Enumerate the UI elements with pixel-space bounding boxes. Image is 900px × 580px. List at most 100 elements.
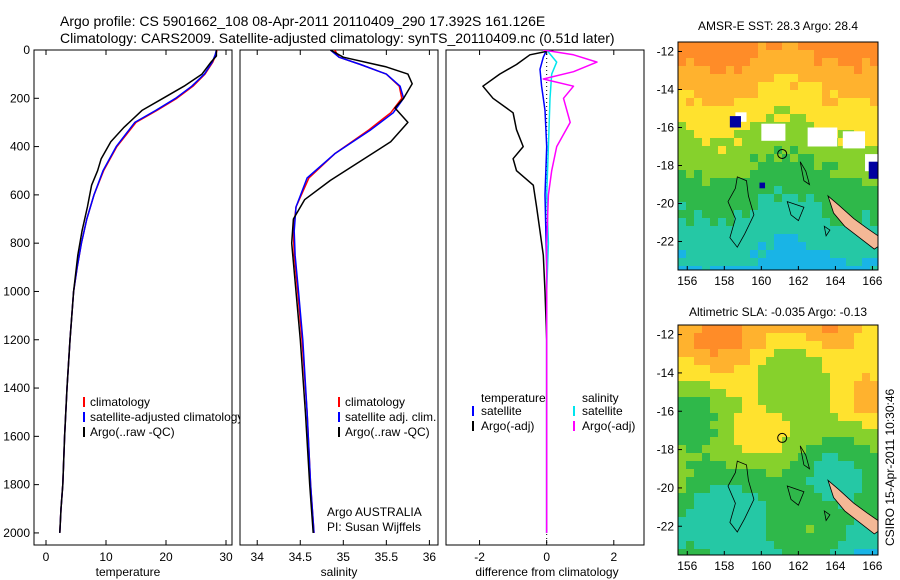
map-cell [814,194,823,203]
map-cell [686,333,695,342]
map-cell [846,42,855,51]
map-cell [846,549,855,555]
map-cell [870,146,878,155]
map-cell [678,122,687,131]
map-cell [678,42,687,51]
map-cell [726,74,735,83]
map-cell [846,333,855,342]
map-cell [846,170,855,179]
map-cell [734,234,743,243]
map-cell [790,114,799,123]
map-cell [718,389,727,398]
map-cell [766,333,775,342]
missing-data-patch [807,127,838,147]
map-cell [782,202,791,211]
map-cell [694,381,703,390]
map-cell [798,541,807,550]
map-cell [822,114,831,123]
map-cell [806,349,815,358]
map-cell [710,234,719,243]
map-cell [798,413,807,422]
map-cell [750,405,759,414]
map-cell [734,437,743,446]
map-cell [870,357,878,366]
map-cell [854,533,863,542]
map-cell [806,258,815,267]
map-cell [702,381,711,390]
y-tick-label: 1800 [3,478,30,492]
map-cell [694,146,703,155]
map-cell [734,421,743,430]
map-cell [750,381,759,390]
map-cell [758,114,767,123]
map-cell [710,365,719,374]
map-cell [766,74,775,83]
map-cell [742,501,751,510]
y-tick-label: 1200 [3,333,30,347]
map-cell [686,98,695,107]
map-cell [862,210,871,219]
map-cell [758,477,767,486]
reef-outline [823,225,831,237]
map-cell [702,250,711,259]
map-cell [734,138,743,147]
map-cell [750,509,759,518]
x-tick-label: 35 [337,550,351,564]
map-cell [782,146,791,155]
map-cell [870,50,878,59]
map-cell [782,130,791,139]
map-cell [806,485,815,494]
map-cell [790,517,799,526]
map-cell [806,381,815,390]
map-cell [790,341,799,350]
map-cell [702,501,711,510]
map-cell [686,357,695,366]
map-cell [830,525,839,534]
map-cell [822,493,831,502]
map-cell [766,138,775,147]
map-cell [790,373,799,382]
map-cell [806,90,815,99]
map-cell [798,82,807,91]
map-cell [838,445,847,454]
map-cell [798,381,807,390]
map-cell [734,178,743,187]
map-cell [814,493,823,502]
map-cell [686,266,695,270]
sst-map-ticks: 156 158 160 162 164 166-12-14-16-18-20-22 [657,45,883,289]
map-cell [686,493,695,502]
map-cell [862,186,871,195]
map-cell [814,178,823,187]
map-cell [766,405,775,414]
map-cell [822,485,831,494]
map-cell [814,266,823,270]
map-cell [750,365,759,374]
map-cell [742,58,751,67]
map-cell [854,146,863,155]
map-cell [798,397,807,406]
map-cell [718,501,727,510]
map-cell [750,429,759,438]
map-cell [838,90,847,99]
map-cell [774,250,783,259]
map-cell [750,333,759,342]
map-cell [750,421,759,430]
map-cell [846,357,855,366]
map-cell [726,130,735,139]
map-cell [686,258,695,267]
map-cell [870,445,878,454]
map-cell [694,66,703,75]
legend-title-salinity: salinity [582,391,619,405]
map-cell [734,461,743,470]
map-cell [750,106,759,115]
map-cell [782,445,791,454]
map-cell [686,218,695,227]
map-cell [798,549,807,555]
map-cell [774,517,783,526]
map-cell [798,357,807,366]
map-cell [702,218,711,227]
map-cell [718,365,727,374]
map-cell [798,50,807,59]
map-cell [726,533,735,542]
map-cell [870,477,878,486]
